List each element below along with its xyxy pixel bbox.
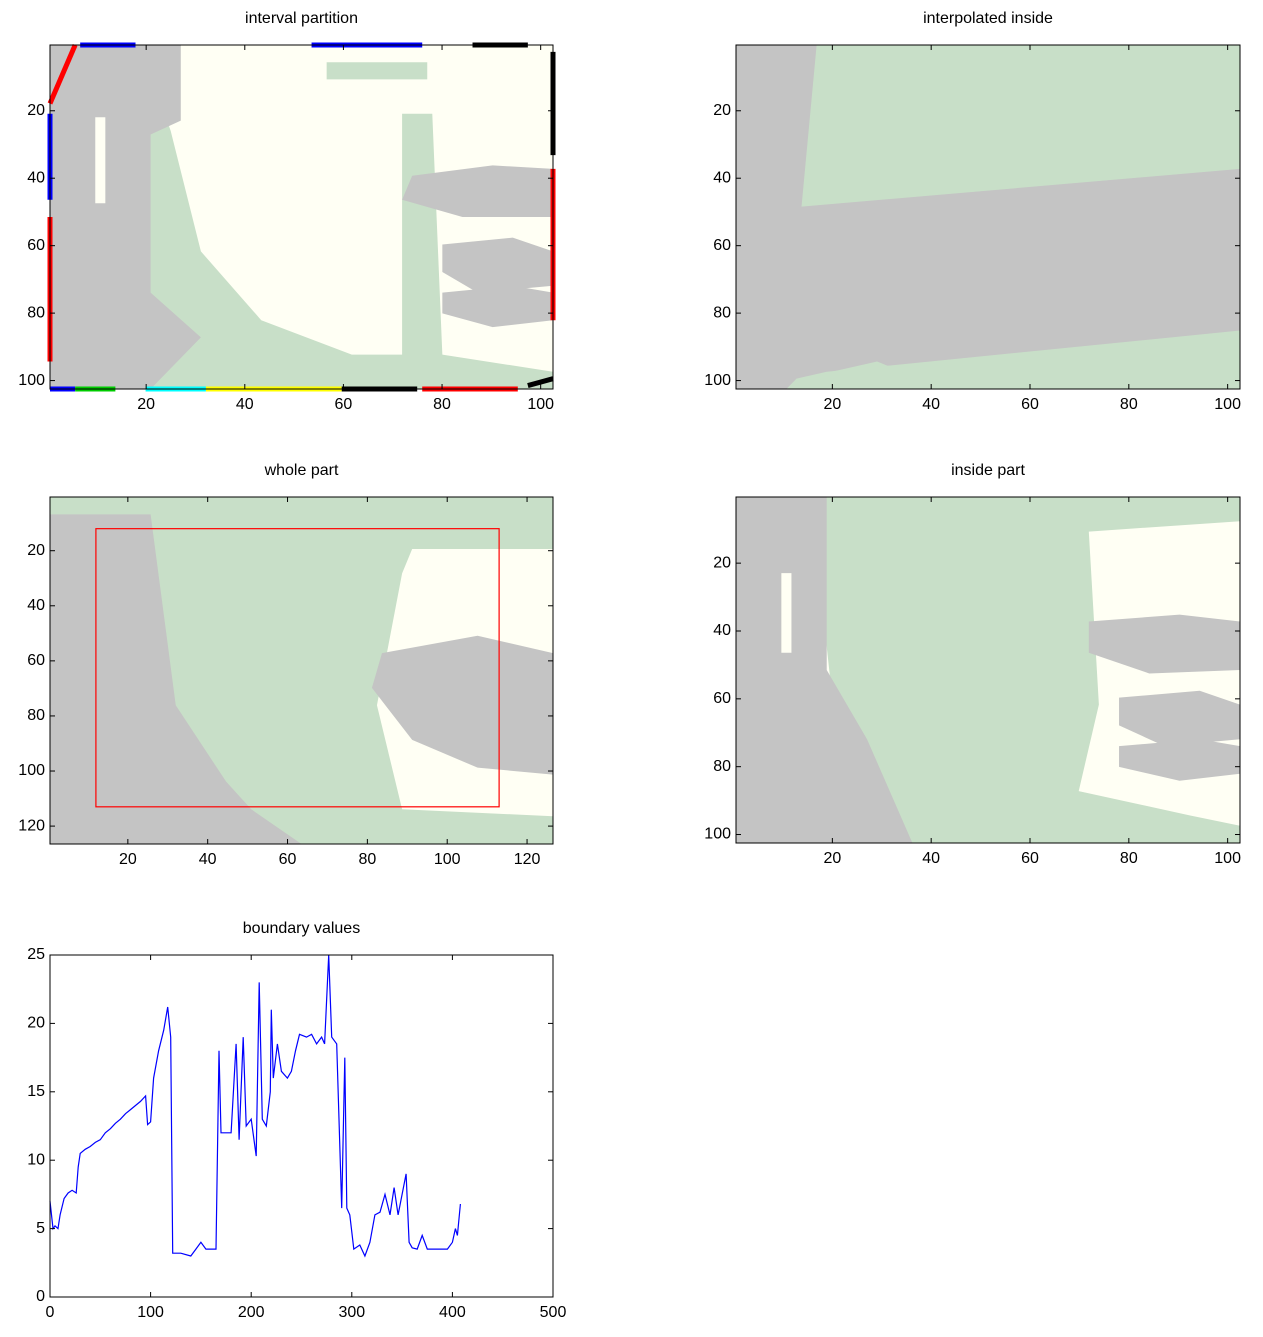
axes-frame bbox=[735, 44, 1241, 390]
x-tick-label: 80 bbox=[1120, 850, 1138, 867]
y-tick-label: 20 bbox=[27, 1015, 45, 1032]
x-tick-label: 40 bbox=[236, 396, 254, 413]
axes: 20 40 60 80 100 20 40 60 80 100 inside part bbox=[704, 462, 1241, 867]
x-tick-label: 40 bbox=[922, 850, 940, 867]
image-region bbox=[402, 165, 553, 217]
y-tick-label: 60 bbox=[713, 690, 731, 707]
y-tick-label: 100 bbox=[18, 762, 45, 779]
chart-title: boundary values bbox=[243, 920, 360, 937]
x-tick-label: 100 bbox=[137, 1304, 164, 1321]
chart-title: whole part bbox=[264, 462, 339, 479]
image-region bbox=[442, 285, 553, 328]
image-region bbox=[736, 45, 1240, 389]
axes-frame bbox=[735, 496, 1241, 844]
image-region bbox=[442, 237, 553, 293]
x-tick-label: 80 bbox=[433, 396, 451, 413]
x-tick-label: 40 bbox=[199, 851, 217, 868]
y-tick-label: 40 bbox=[27, 597, 45, 614]
image-region bbox=[326, 62, 428, 80]
x-tick-label: 60 bbox=[335, 396, 353, 413]
y-tick-label: 0 bbox=[36, 1288, 45, 1305]
image-region bbox=[140, 45, 554, 389]
boundary-segment bbox=[527, 376, 554, 388]
image-region bbox=[50, 45, 201, 389]
x-tick-label: 60 bbox=[1021, 850, 1039, 867]
x-tick-label: 20 bbox=[137, 396, 155, 413]
chart-title: inside part bbox=[951, 462, 1025, 479]
x-tick-label: 120 bbox=[514, 851, 541, 868]
x-tick-label: 80 bbox=[1120, 396, 1138, 413]
image-region bbox=[736, 497, 913, 843]
y-tick-label: 15 bbox=[27, 1083, 45, 1100]
y-tick-label: 100 bbox=[704, 372, 731, 389]
y-tick-label: 60 bbox=[27, 237, 45, 254]
y-tick-label: 40 bbox=[713, 622, 731, 639]
y-tick-label: 80 bbox=[27, 304, 45, 321]
y-tick-label: 20 bbox=[713, 554, 731, 571]
y-tick-label: 25 bbox=[27, 946, 45, 963]
x-tick-label: 100 bbox=[1214, 850, 1241, 867]
y-tick-label: 80 bbox=[713, 304, 731, 321]
y-tick-label: 100 bbox=[18, 372, 45, 389]
x-tick-label: 400 bbox=[439, 1304, 466, 1321]
y-tick-label: 20 bbox=[27, 542, 45, 559]
y-tick-label: 100 bbox=[704, 826, 731, 843]
axes: 20 40 60 80 100 120 20 40 60 80 100 120 whole part bbox=[18, 462, 554, 868]
axes-frame bbox=[49, 954, 554, 1298]
x-tick-label: 20 bbox=[119, 851, 137, 868]
x-tick-label: 80 bbox=[358, 851, 376, 868]
y-tick-label: 80 bbox=[713, 758, 731, 775]
x-tick-label: 200 bbox=[238, 1304, 265, 1321]
boundary-segment bbox=[47, 44, 78, 105]
image-region bbox=[95, 117, 106, 204]
y-tick-label: 40 bbox=[27, 169, 45, 186]
y-tick-label: 5 bbox=[36, 1220, 45, 1237]
image-region bbox=[371, 635, 553, 775]
x-tick-label: 20 bbox=[823, 396, 841, 413]
image-region bbox=[781, 573, 792, 653]
axes: 0 100 200 300 400 500 0 5 10 15 20 25 boundary value… bbox=[27, 920, 566, 1321]
y-tick-label: 80 bbox=[27, 707, 45, 724]
image-region bbox=[831, 361, 913, 389]
x-tick-label: 100 bbox=[1214, 396, 1241, 413]
y-tick-label: 40 bbox=[713, 169, 731, 186]
chart-title: interpolated inside bbox=[923, 10, 1053, 27]
axes: 20 40 60 80 100 20 40 60 80 100 interpolated insid… bbox=[704, 10, 1241, 413]
axes: 20 40 60 80 100 20 40 60 80 100 interval partition bbox=[18, 10, 556, 413]
y-tick-label: 60 bbox=[27, 652, 45, 669]
image-region bbox=[50, 514, 302, 844]
x-tick-label: 20 bbox=[823, 850, 841, 867]
image-region bbox=[1119, 690, 1240, 747]
x-tick-label: 60 bbox=[279, 851, 297, 868]
y-tick-label: 120 bbox=[18, 817, 45, 834]
x-tick-label: 0 bbox=[46, 1304, 55, 1321]
x-tick-label: 300 bbox=[338, 1304, 365, 1321]
image-region bbox=[1119, 739, 1240, 781]
y-tick-label: 10 bbox=[27, 1151, 45, 1168]
x-tick-label: 100 bbox=[434, 851, 461, 868]
y-tick-label: 60 bbox=[713, 237, 731, 254]
x-tick-label: 100 bbox=[527, 396, 554, 413]
data-line bbox=[49, 954, 461, 1258]
image-region bbox=[1088, 614, 1240, 674]
y-tick-label: 20 bbox=[713, 102, 731, 119]
x-tick-label: 500 bbox=[540, 1304, 567, 1321]
chart-title: interval partition bbox=[245, 10, 358, 27]
y-tick-label: 20 bbox=[27, 102, 45, 119]
axes-frame bbox=[49, 496, 554, 845]
axes-frame bbox=[49, 44, 554, 390]
x-tick-label: 60 bbox=[1021, 396, 1039, 413]
x-tick-label: 40 bbox=[922, 396, 940, 413]
image-region bbox=[821, 497, 1240, 843]
region-box bbox=[95, 528, 500, 808]
